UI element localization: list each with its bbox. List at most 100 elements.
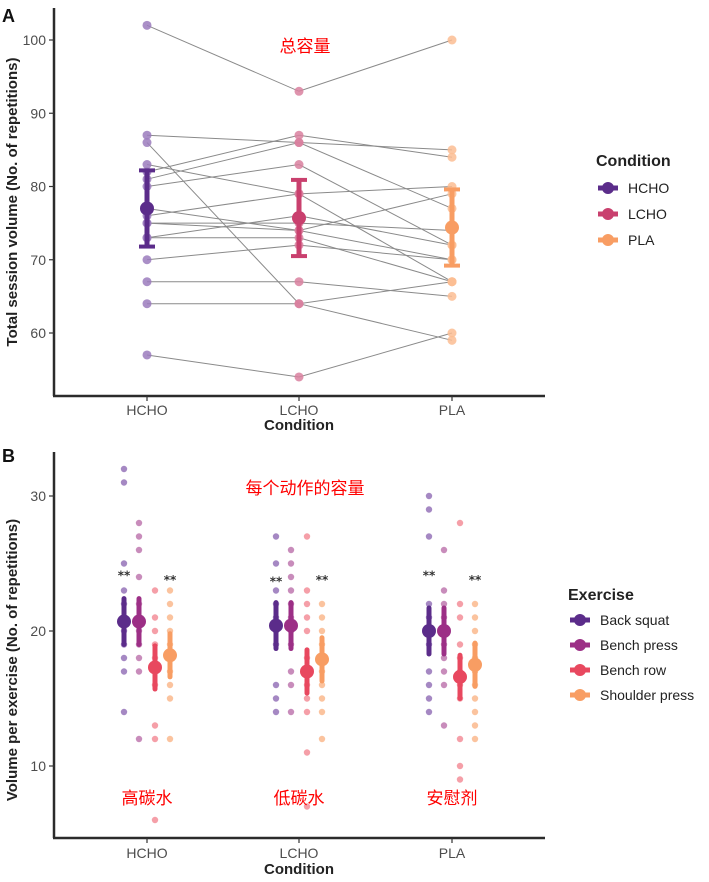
data-point [318,708,326,716]
y-tick-label: 20 [30,623,46,639]
data-point [440,722,448,729]
data-point [471,735,479,743]
data-point [272,681,280,689]
y-tick-label: 10 [30,758,46,774]
data-point [272,695,280,702]
data-point [471,708,479,716]
paired-line [146,332,453,378]
data-point [287,546,295,554]
data-point [318,735,326,743]
legend-key-dot [574,614,586,626]
panel-b-summary [117,596,482,701]
panel-b-significance: ** ** ** ** ** ** [118,569,482,589]
panel-b-points [120,465,479,824]
data-point [447,145,457,155]
data-point [142,138,152,148]
data-point [294,130,304,140]
data-point [120,668,128,675]
mean-point [468,657,482,672]
data-point [135,573,143,581]
y-tick-label: 80 [30,179,46,195]
data-point [425,506,433,513]
data-point [287,573,295,581]
mean-point [292,210,306,225]
legend-label: Shoulder press [600,687,694,703]
data-point [303,749,311,756]
data-point [151,735,159,743]
paired-line [147,303,453,341]
data-point [456,641,464,648]
x-tick-label: PLA [439,845,466,861]
data-point [142,350,152,360]
x-tick-label: HCHO [126,402,167,418]
data-point [151,614,159,621]
panel-b-x-axis-title: Condition [264,861,334,878]
panel-a-legend-title: Condition [596,153,671,170]
y-tick-label: 90 [30,105,46,121]
data-point [318,681,326,689]
panel-a-label: A [2,6,15,26]
y-tick-label: 70 [30,252,46,268]
data-point [440,668,448,675]
data-point [166,587,174,594]
data-point [447,35,457,45]
data-point [166,681,174,689]
legend-label: Bench press [600,637,678,653]
data-point [151,722,159,729]
data-point [471,722,479,729]
data-point [456,735,464,743]
data-point [142,130,152,140]
data-point [135,654,143,662]
data-point [456,776,464,783]
data-point [151,627,159,635]
panel-a: A 总容量 60 70 80 90 100 HCHO LCHO PLA Condition … [2,6,671,434]
data-point [471,600,479,608]
mean-point [269,618,283,633]
data-point [440,681,448,689]
panel-b-legend-title: Exercise [568,587,634,604]
data-point [440,654,448,662]
data-point [294,138,304,148]
data-point [303,587,311,594]
category-annotation: 低碳水 [274,789,325,809]
significance-marker: ** [316,573,329,587]
data-point [294,86,304,96]
data-point [447,335,457,345]
category-annotation: 高碳水 [122,789,173,809]
mean-point [132,614,146,629]
data-point [425,708,433,716]
panel-b-label: B [2,446,15,466]
data-point [440,587,448,594]
panel-b: B 每个动作的容量 ** ** ** ** ** ** 高碳水 低碳水 安慰剂 102030 … [2,446,694,878]
data-point [447,291,457,301]
data-point [471,627,479,635]
data-point [294,277,304,287]
data-point [120,465,128,473]
data-point [447,328,457,338]
data-point [303,533,311,540]
y-tick-label: 30 [30,488,46,504]
data-point [318,695,326,702]
panel-a-x-axis-title: Condition [264,417,334,434]
data-point [272,560,280,567]
data-point [287,668,295,675]
data-point [425,492,433,500]
data-point [294,160,304,170]
data-point [287,708,295,716]
data-point [303,627,311,635]
data-point [120,560,128,567]
mean-point [315,652,329,667]
panel-a-y-ticks: 60 70 80 90 100 [23,32,54,341]
legend-label: PLA [628,232,655,248]
mean-point [453,669,467,684]
data-point [440,600,448,608]
data-point [120,587,128,594]
data-point [287,681,295,689]
data-point [447,152,457,162]
data-point [120,708,128,716]
data-point [142,255,152,265]
data-point [456,614,464,621]
legend-key-dot [602,182,614,194]
data-point [272,708,280,716]
data-point [151,816,159,824]
